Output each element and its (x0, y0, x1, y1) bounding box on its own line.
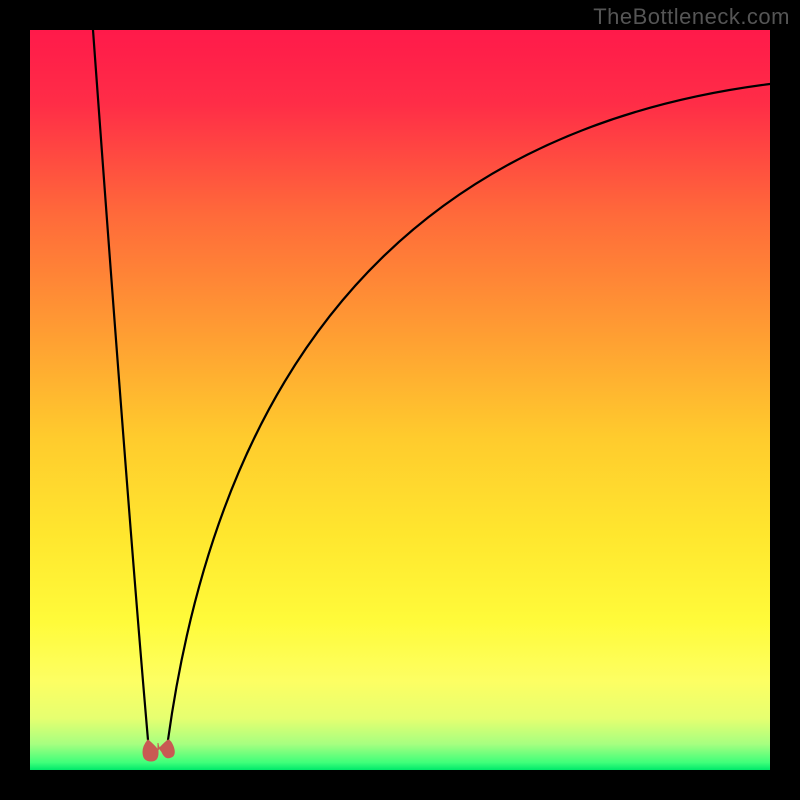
chart-frame: TheBottleneck.com (0, 0, 800, 800)
chart-svg (30, 30, 770, 770)
plot-area (30, 30, 770, 770)
watermark-text: TheBottleneck.com (593, 4, 790, 30)
